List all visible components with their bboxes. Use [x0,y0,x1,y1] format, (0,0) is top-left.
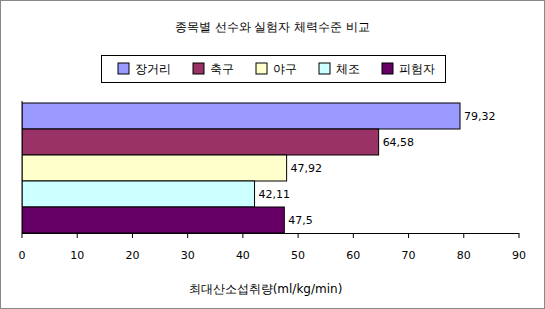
x-tick-label: 90 [512,249,526,262]
chart: 종목별 선수와 실험자 체력수준 비교장거리 축구 야구 체조 피험자 79,32 64,5… [0,0,545,309]
x-tick [408,233,409,238]
bar [22,181,255,207]
x-axis-line [22,233,519,234]
x-tick [519,233,520,238]
bars [22,103,460,233]
data-label: 47,92 [291,162,323,175]
legend-box [102,56,446,83]
x-tick-label: 20 [125,249,139,262]
x-tick-label: 70 [402,249,416,262]
x-tick [242,233,243,238]
data-label: 64,58 [383,136,415,149]
x-tick [353,233,354,238]
x-tick-label: 60 [346,249,360,262]
bar [22,103,460,129]
legend-label: 체조 [336,62,360,76]
bar [22,155,287,181]
bar [22,129,379,155]
x-tick-label: 0 [19,249,26,262]
legend-label: 피험자 [399,62,435,76]
x-tick-label: 80 [457,249,471,262]
x-tick-label: 50 [291,249,305,262]
legend-label: 축구 [210,62,234,76]
x-tick [298,233,299,238]
y-axis-line [22,101,23,233]
legend-swatch [193,63,204,74]
data-labels: 79,32 64,58 47,9242,11 47,5 [259,110,496,227]
x-tick [463,233,464,238]
legend-swatch [118,63,129,74]
x-tick-label: 10 [70,249,84,262]
legend-swatch [319,63,330,74]
x-tick [22,233,23,238]
data-label: 42,11 [259,188,291,201]
x-tick [187,233,188,238]
legend-swatch [382,63,393,74]
legend-label: 장거리 [135,62,171,76]
x-tick [77,233,78,238]
bar [22,207,284,233]
chart-border [1,1,545,309]
x-axis-title: 최대산소섭취량(ml/kg/min) [189,282,343,296]
legend-swatch [256,63,267,74]
x-tick [132,233,133,238]
data-label: 79,32 [464,110,496,123]
legend: 장거리 축구 야구 체조 피험자 [102,56,446,83]
title: 종목별 선수와 실험자 체력수준 비교 [175,20,370,34]
data-label: 47,5 [288,214,313,227]
x-tick-label: 30 [181,249,195,262]
x-tick-label: 40 [236,249,250,262]
legend-label: 야구 [273,62,297,76]
